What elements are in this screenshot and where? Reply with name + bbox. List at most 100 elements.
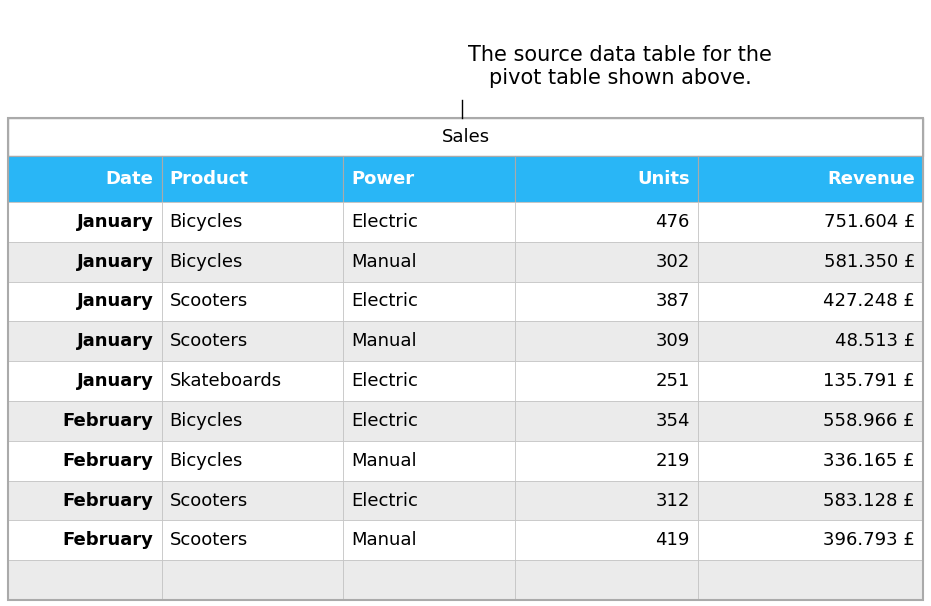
Text: 135.791 £: 135.791 £ <box>823 372 915 390</box>
Bar <box>515 560 698 600</box>
Text: Electric: Electric <box>351 293 418 310</box>
Bar <box>8 361 162 401</box>
Text: 583.128 £: 583.128 £ <box>823 491 915 510</box>
Text: The source data table for the
pivot table shown above.: The source data table for the pivot tabl… <box>468 45 772 88</box>
Text: 581.350 £: 581.350 £ <box>824 253 915 271</box>
Text: Bicycles: Bicycles <box>169 451 243 470</box>
Bar <box>698 156 923 202</box>
Text: Scooters: Scooters <box>169 332 248 350</box>
Text: February: February <box>63 491 154 510</box>
Bar <box>698 282 923 321</box>
Bar <box>343 401 515 441</box>
Bar <box>343 481 515 521</box>
Bar <box>162 156 343 202</box>
Text: 219: 219 <box>655 451 690 470</box>
Bar <box>162 282 343 321</box>
Text: Manual: Manual <box>351 451 416 470</box>
Text: 427.248 £: 427.248 £ <box>823 293 915 310</box>
Bar <box>515 521 698 560</box>
Bar <box>698 202 923 242</box>
Text: February: February <box>63 531 154 549</box>
Bar <box>698 560 923 600</box>
Text: February: February <box>63 451 154 470</box>
Text: February: February <box>63 412 154 430</box>
Bar <box>698 521 923 560</box>
Text: January: January <box>77 253 154 271</box>
Text: 336.165 £: 336.165 £ <box>823 451 915 470</box>
Bar <box>698 242 923 282</box>
Bar <box>343 521 515 560</box>
Bar <box>8 118 923 600</box>
Text: January: January <box>77 213 154 231</box>
Bar <box>162 401 343 441</box>
Bar <box>515 441 698 481</box>
Text: Bicycles: Bicycles <box>169 412 243 430</box>
Text: Electric: Electric <box>351 491 418 510</box>
Bar <box>8 282 162 321</box>
Bar <box>8 156 162 202</box>
Bar <box>343 242 515 282</box>
Bar <box>515 242 698 282</box>
Text: Product: Product <box>169 170 249 188</box>
Text: Bicycles: Bicycles <box>169 253 243 271</box>
Bar <box>8 242 162 282</box>
Text: 48.513 £: 48.513 £ <box>835 332 915 350</box>
Bar <box>162 321 343 361</box>
Bar <box>515 401 698 441</box>
Text: 558.966 £: 558.966 £ <box>823 412 915 430</box>
Text: Manual: Manual <box>351 332 416 350</box>
Bar <box>8 401 162 441</box>
Bar <box>698 361 923 401</box>
Text: Units: Units <box>638 170 690 188</box>
Text: Electric: Electric <box>351 412 418 430</box>
Text: 476: 476 <box>655 213 690 231</box>
Bar <box>343 361 515 401</box>
Bar <box>162 202 343 242</box>
Text: 396.793 £: 396.793 £ <box>823 531 915 549</box>
Bar <box>162 481 343 521</box>
Text: 751.604 £: 751.604 £ <box>824 213 915 231</box>
Text: Electric: Electric <box>351 213 418 231</box>
Text: Electric: Electric <box>351 372 418 390</box>
Text: 302: 302 <box>655 253 690 271</box>
Bar <box>515 361 698 401</box>
Bar <box>343 156 515 202</box>
Bar <box>343 282 515 321</box>
Bar <box>515 156 698 202</box>
Text: 309: 309 <box>655 332 690 350</box>
Text: Date: Date <box>106 170 154 188</box>
Bar <box>162 361 343 401</box>
Bar <box>343 321 515 361</box>
Bar <box>698 401 923 441</box>
Bar <box>698 321 923 361</box>
Bar <box>8 202 162 242</box>
Text: Scooters: Scooters <box>169 531 248 549</box>
Text: 251: 251 <box>655 372 690 390</box>
Text: January: January <box>77 293 154 310</box>
Bar <box>162 242 343 282</box>
Bar <box>8 441 162 481</box>
Bar <box>698 481 923 521</box>
Text: January: January <box>77 332 154 350</box>
Text: Skateboards: Skateboards <box>169 372 282 390</box>
Bar <box>515 282 698 321</box>
Bar <box>515 321 698 361</box>
Text: Scooters: Scooters <box>169 491 248 510</box>
Bar <box>698 441 923 481</box>
Bar <box>8 321 162 361</box>
Bar <box>8 521 162 560</box>
Text: 312: 312 <box>655 491 690 510</box>
Bar <box>8 481 162 521</box>
Bar <box>515 481 698 521</box>
Bar <box>8 118 923 156</box>
Text: Scooters: Scooters <box>169 293 248 310</box>
Text: 354: 354 <box>655 412 690 430</box>
Bar <box>343 202 515 242</box>
Text: 419: 419 <box>655 531 690 549</box>
Text: Manual: Manual <box>351 531 416 549</box>
Text: Power: Power <box>351 170 414 188</box>
Bar <box>343 441 515 481</box>
Text: Revenue: Revenue <box>828 170 915 188</box>
Text: Manual: Manual <box>351 253 416 271</box>
Bar <box>343 560 515 600</box>
